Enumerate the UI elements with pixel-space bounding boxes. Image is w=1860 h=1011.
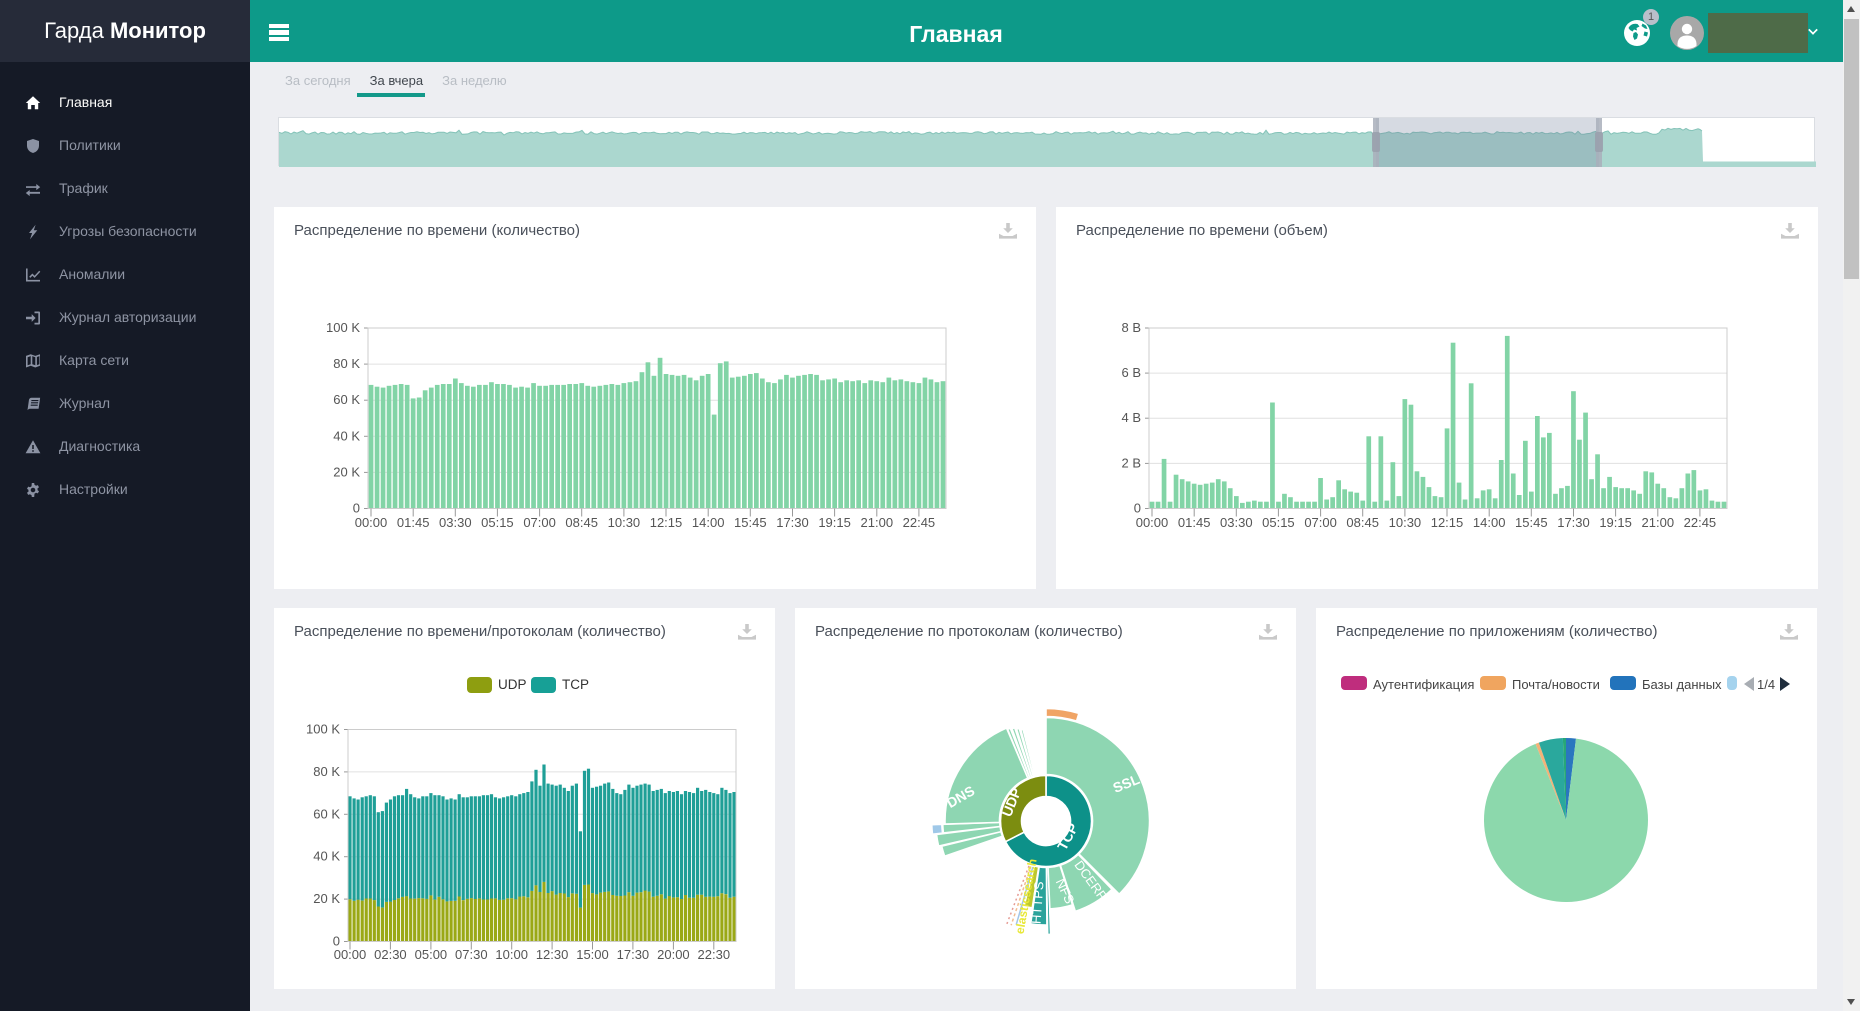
svg-text:00:00: 00:00: [355, 515, 388, 530]
svg-text:6 В: 6 В: [1121, 365, 1141, 380]
svg-text:10:00: 10:00: [495, 947, 528, 962]
svg-text:22:45: 22:45: [903, 515, 936, 530]
svg-text:00:00: 00:00: [334, 947, 367, 962]
svg-text:10:30: 10:30: [1389, 515, 1422, 530]
svg-text:05:15: 05:15: [1262, 515, 1295, 530]
svg-text:15:45: 15:45: [1515, 515, 1548, 530]
svg-text:12:15: 12:15: [650, 515, 683, 530]
svg-text:8 В: 8 В: [1121, 320, 1141, 335]
svg-text:20:00: 20:00: [657, 947, 690, 962]
svg-text:22:45: 22:45: [1684, 515, 1717, 530]
svg-text:2 В: 2 В: [1121, 455, 1141, 470]
svg-text:07:00: 07:00: [1304, 515, 1337, 530]
svg-text:14:00: 14:00: [692, 515, 725, 530]
svg-text:00:00: 00:00: [1136, 515, 1169, 530]
svg-text:HTTPS: HTTPS: [1029, 881, 1047, 925]
svg-text:80 K: 80 K: [333, 356, 360, 371]
svg-text:15:45: 15:45: [734, 515, 767, 530]
svg-text:12:15: 12:15: [1431, 515, 1464, 530]
svg-text:10:30: 10:30: [608, 515, 641, 530]
svg-text:17:30: 17:30: [1557, 515, 1590, 530]
svg-text:20 K: 20 K: [333, 464, 360, 479]
svg-text:60 K: 60 K: [333, 392, 360, 407]
svg-text:19:15: 19:15: [1599, 515, 1632, 530]
svg-text:01:45: 01:45: [397, 515, 430, 530]
svg-text:17:30: 17:30: [776, 515, 809, 530]
svg-text:0: 0: [333, 934, 340, 949]
svg-text:05:15: 05:15: [481, 515, 514, 530]
svg-text:07:00: 07:00: [523, 515, 556, 530]
svg-text:40 K: 40 K: [333, 428, 360, 443]
svg-text:0: 0: [353, 501, 360, 516]
svg-text:60 K: 60 K: [313, 806, 340, 821]
svg-text:08:45: 08:45: [565, 515, 598, 530]
svg-text:08:45: 08:45: [1346, 515, 1379, 530]
svg-text:15:00: 15:00: [576, 947, 609, 962]
svg-text:20 K: 20 K: [313, 891, 340, 906]
svg-text:100 K: 100 K: [326, 320, 360, 335]
svg-text:14:00: 14:00: [1473, 515, 1506, 530]
svg-text:17:30: 17:30: [617, 947, 650, 962]
svg-text:0: 0: [1134, 501, 1141, 516]
svg-text:05:00: 05:00: [415, 947, 448, 962]
svg-text:07:30: 07:30: [455, 947, 488, 962]
svg-text:01:45: 01:45: [1178, 515, 1211, 530]
svg-text:100 K: 100 K: [306, 722, 340, 737]
svg-text:80 K: 80 K: [313, 764, 340, 779]
svg-text:21:00: 21:00: [1642, 515, 1675, 530]
svg-text:03:30: 03:30: [439, 515, 472, 530]
svg-text:02:30: 02:30: [374, 947, 407, 962]
svg-text:12:30: 12:30: [536, 947, 569, 962]
svg-text:03:30: 03:30: [1220, 515, 1253, 530]
svg-text:40 K: 40 K: [313, 849, 340, 864]
svg-text:21:00: 21:00: [861, 515, 894, 530]
svg-text:19:15: 19:15: [818, 515, 851, 530]
svg-text:4 В: 4 В: [1121, 410, 1141, 425]
svg-text:22:30: 22:30: [698, 947, 731, 962]
